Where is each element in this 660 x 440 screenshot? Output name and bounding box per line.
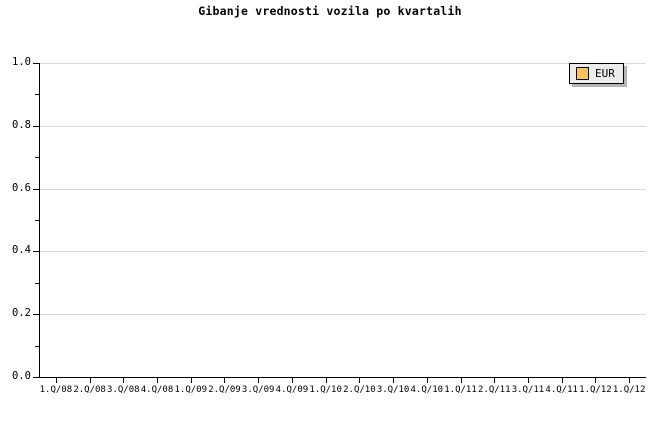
y-axis-tick-major — [33, 377, 39, 378]
y-axis-tick-label: 0.4 — [12, 244, 31, 256]
legend-label-eur: EUR — [595, 67, 615, 80]
x-axis-tick — [292, 378, 293, 383]
y-axis-tick-label: 1.0 — [12, 56, 31, 68]
x-axis-tick — [359, 378, 360, 383]
x-axis-tick-label: 3.Q/10 — [376, 385, 410, 395]
x-axis-tick-label: 1.Q/10 — [309, 385, 342, 395]
series-layer-eur — [39, 63, 646, 377]
x-axis-tick-label: 2.Q/09 — [208, 385, 241, 395]
x-axis-tick-label: 1.Q/12 — [579, 385, 612, 395]
legend-swatch-eur — [576, 67, 589, 80]
y-axis-tick-label: 0.2 — [12, 307, 31, 319]
y-axis-tick-minor — [35, 94, 39, 95]
x-axis-tick — [629, 378, 630, 383]
y-axis-tick-label: 0.6 — [12, 182, 31, 194]
x-axis-tick-label: 3.Q/11 — [511, 385, 545, 395]
x-axis-tick — [258, 378, 259, 383]
y-axis-tick-major — [33, 63, 39, 64]
gridline — [39, 189, 646, 190]
y-axis-tick-major — [33, 126, 39, 127]
x-axis-tick — [393, 378, 394, 383]
x-axis-tick-label: 1.Q/08 — [39, 385, 73, 395]
y-axis-tick-minor — [35, 346, 39, 347]
x-axis-tick — [123, 378, 124, 383]
y-axis-line — [39, 63, 40, 378]
x-axis-tick — [224, 378, 225, 383]
y-axis-tick-label: 0.0 — [12, 370, 31, 382]
x-axis-tick — [528, 378, 529, 383]
y-axis-tick-major — [33, 251, 39, 252]
x-axis-tick-label: 4.Q/10 — [410, 385, 444, 395]
x-axis-tick — [595, 378, 596, 383]
x-axis-tick-label: 1.Q/11 — [444, 385, 477, 395]
y-axis-tick-minor — [35, 283, 39, 284]
gridline — [39, 251, 646, 252]
x-axis-tick-label: 1.Q/12 — [612, 385, 646, 395]
x-axis-tick — [461, 378, 462, 383]
x-axis-tick — [494, 378, 495, 383]
x-axis-tick — [90, 378, 91, 383]
x-axis-tick — [191, 378, 192, 383]
y-axis-tick-major — [33, 189, 39, 190]
y-axis-tick-minor — [35, 220, 39, 221]
gridline — [39, 63, 646, 64]
x-axis-tick — [56, 378, 57, 383]
x-axis-tick-label: 3.Q/08 — [107, 385, 140, 395]
plot-area — [39, 63, 646, 377]
gridline — [39, 314, 646, 315]
y-axis-tick-major — [33, 314, 39, 315]
y-axis-tick-label: 0.8 — [12, 119, 31, 131]
x-axis-tick-label: 1.Q/09 — [174, 385, 208, 395]
x-axis-tick-label: 2.Q/08 — [73, 385, 106, 395]
x-axis-tick-label: 3.Q/09 — [241, 385, 275, 395]
x-axis-tick-label: 2.Q/10 — [343, 385, 376, 395]
chart-title: Gibanje vrednosti vozila po kvartalih — [198, 4, 462, 18]
x-axis-tick-label: 2.Q/11 — [477, 385, 511, 395]
gridline — [39, 126, 646, 127]
x-axis-tick — [562, 378, 563, 383]
y-axis-tick-minor — [35, 157, 39, 158]
x-axis-tick — [326, 378, 327, 383]
chart-legend[interactable]: EUR — [569, 63, 624, 84]
x-axis-tick-label: 4.Q/11 — [545, 385, 578, 395]
x-axis-tick-label: 4.Q/09 — [275, 385, 309, 395]
x-axis-tick-label: 4.Q/08 — [140, 385, 174, 395]
x-axis-tick — [157, 378, 158, 383]
x-axis-tick — [427, 378, 428, 383]
x-axis-line — [39, 377, 646, 378]
